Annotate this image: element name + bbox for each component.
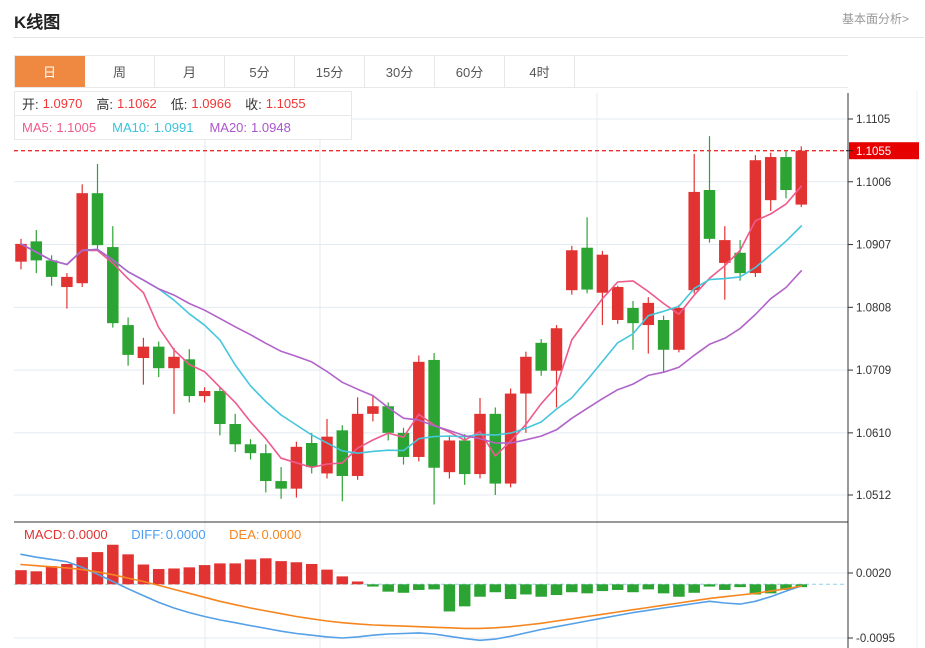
ma20-value: 1.0948	[251, 120, 291, 135]
open-value: 1.0970	[42, 96, 83, 111]
dea-label: DEA:	[229, 527, 260, 542]
tab-15min[interactable]: 15分	[295, 56, 365, 87]
ma10-label: MA10:	[112, 120, 150, 135]
ma5-label: MA5:	[22, 120, 53, 135]
ma20-label: MA20:	[209, 120, 248, 135]
diff-value: 0.0000	[165, 527, 206, 542]
low-label: 低:	[170, 97, 188, 112]
svg-text:1.0512: 1.0512	[856, 490, 891, 502]
ma10-value: 1.0991	[153, 120, 194, 135]
tab-day[interactable]: 日	[15, 56, 85, 87]
high-value: 1.1062	[117, 96, 157, 111]
ohlc-row: 开: 1.0970 高: 1.1062 低: 1.0966 收: 1.1055	[15, 92, 351, 116]
svg-text:1.0709: 1.0709	[856, 365, 891, 377]
dea-value: 0.0000	[261, 527, 302, 542]
header-divider	[13, 37, 924, 38]
svg-text:-0.0095: -0.0095	[856, 633, 895, 645]
svg-text:1.1055: 1.1055	[856, 146, 891, 158]
svg-text:1.1105: 1.1105	[856, 114, 890, 126]
macd-value: 0.0000	[67, 527, 108, 542]
svg-text:1.0907: 1.0907	[856, 240, 891, 252]
tab-4hour[interactable]: 4时	[505, 56, 575, 87]
close-value: 1.1055	[265, 96, 306, 111]
tab-week[interactable]: 周	[85, 56, 155, 87]
diff-label: DIFF:	[131, 527, 164, 542]
ma5-value: 1.1005	[56, 120, 97, 135]
ma-row: MA5: 1.1005 MA10: 1.0991 MA20: 1.0948	[15, 116, 351, 139]
svg-text:0.0020: 0.0020	[856, 568, 891, 580]
fundamental-analysis-link[interactable]: 基本面分析>	[841, 12, 909, 26]
high-label: 高:	[96, 97, 114, 112]
low-value: 1.0966	[191, 96, 232, 111]
page-title: K线图	[14, 13, 61, 32]
svg-text:1.1006: 1.1006	[856, 177, 891, 189]
macd-legend: MACD: 0.0000 DIFF: 0.0000 DEA: 0.0000	[24, 527, 303, 542]
ohlc-legend: 开: 1.0970 高: 1.1062 低: 1.0966 收: 1.1055 MA5:…	[14, 91, 352, 140]
tab-30min[interactable]: 30分	[365, 56, 435, 87]
svg-text:1.0808: 1.0808	[856, 302, 891, 314]
period-tabbar: 日 周 月 5分 15分 30分 60分 4时	[14, 55, 848, 88]
open-label: 开:	[22, 97, 39, 112]
tab-60min[interactable]: 60分	[435, 56, 505, 87]
tab-5min[interactable]: 5分	[225, 56, 295, 87]
tab-month[interactable]: 月	[155, 56, 225, 87]
svg-text:1.0610: 1.0610	[856, 428, 891, 440]
tabbar-filler	[575, 56, 848, 87]
macd-label: MACD:	[24, 527, 66, 542]
close-label: 收:	[245, 97, 262, 112]
kline-chart-canvas: 1.1105 1.1006 1.0907 1.0808 1.0709 1.0610 1.05…	[14, 90, 919, 648]
